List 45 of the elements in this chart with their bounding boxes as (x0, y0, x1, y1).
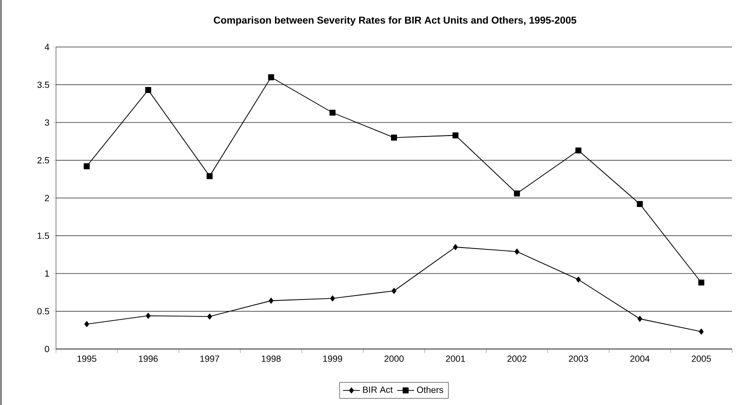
point (330, 295, 335, 302)
x-tick-label: 2005 (692, 356, 711, 362)
x-tick-label: 2000 (384, 356, 404, 362)
point (514, 190, 520, 196)
point (452, 132, 458, 138)
y-tick-label: 0.5 (37, 308, 50, 314)
point (637, 316, 642, 322)
legend-label: BIR Act (363, 386, 393, 393)
point (84, 163, 90, 170)
point (392, 288, 396, 294)
point (268, 298, 274, 304)
x-tick-label: 2002 (507, 356, 526, 362)
point (636, 201, 643, 208)
chart-title: Comparison between Severity Rates for BIR Act Units and Others, 1995-2005 (214, 16, 576, 26)
point (698, 280, 704, 286)
x-tick-label: 1998 (262, 356, 281, 362)
point (453, 244, 458, 250)
y-tick-label: 1.5 (38, 232, 50, 239)
point (84, 321, 90, 328)
y-tick-label: 2.5 (37, 157, 50, 164)
x-tick-label: 1999 (323, 356, 342, 362)
legend-label: Others (416, 386, 444, 393)
point (146, 312, 151, 319)
x-tick-label: 1995 (77, 356, 96, 362)
point (391, 134, 397, 141)
y-tick-label: 3.5 (37, 82, 50, 88)
point (206, 173, 213, 180)
point (698, 328, 704, 335)
y-tick-label: 4 (44, 44, 50, 50)
point (575, 147, 582, 154)
x-tick-label: 1997 (200, 356, 220, 362)
x-tick-label: 2004 (630, 356, 650, 362)
y-tick-label: 3 (44, 119, 50, 126)
point (330, 110, 336, 116)
point (514, 248, 520, 255)
x-tick-label: 2001 (446, 356, 465, 362)
y-tick-label: 2 (44, 194, 50, 202)
point (268, 74, 274, 80)
x-tick-label: 1996 (138, 356, 158, 362)
y-tick-label: 1 (45, 270, 50, 277)
point (576, 276, 581, 283)
point (145, 87, 152, 94)
x-tick-label: 2003 (568, 356, 588, 362)
point (207, 314, 212, 320)
y-tick-label: 0 (44, 346, 50, 352)
